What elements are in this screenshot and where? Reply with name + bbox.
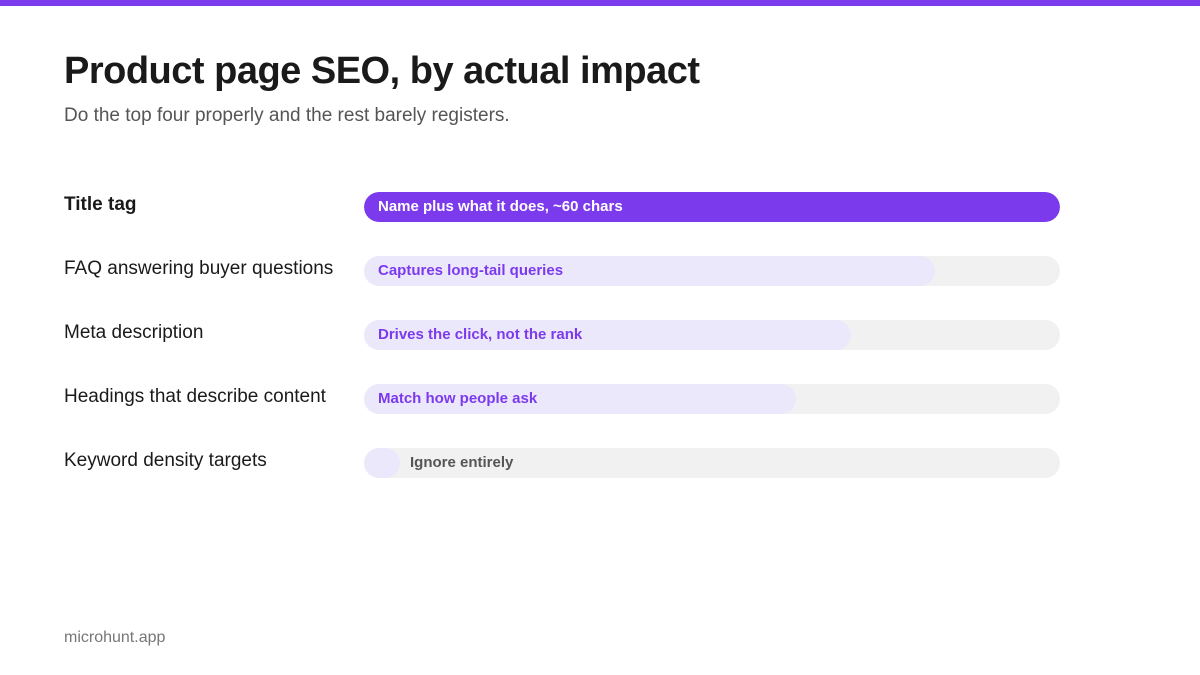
bar [364,256,935,286]
bar-annotation: Match how people ask [378,390,538,407]
bar-annotation: Name plus what it does, ~60 chars [378,198,623,215]
bar-annotation: Captures long-tail queries [378,262,564,279]
bar-annotation: Ignore entirely [410,454,514,471]
category-label: Keyword density targets [64,450,267,471]
bar [364,320,851,350]
footer-site-name: microhunt.app [64,629,166,646]
bar-track: Name plus what it does, ~60 chars [364,192,1060,222]
category-label: Title tag [64,194,137,215]
bar [364,192,1060,222]
chart-row: Keyword density targets Ignore entirely [64,448,1060,478]
bar-annotation: Drives the click, not the rank [378,326,583,343]
bar-track: Captures long-tail queries [364,256,1060,286]
chart-row: Title tag Name plus what it does, ~60 cha… [64,192,1060,222]
chart-row: Meta description Drives the click, not th… [64,320,1060,350]
impact-bar-chart: Title tag Name plus what it does, ~60 cha… [64,192,1060,492]
chart-row: Headings that describe content Match how … [64,384,1060,414]
bar-track: Match how people ask [364,384,1060,414]
bar-track: Drives the click, not the rank [364,320,1060,350]
chart-row: FAQ answering buyer questions Captures lo… [64,256,1060,286]
top-accent-bar [0,0,1200,6]
page-title: Product page SEO, by actual impact [64,50,700,92]
category-label: Meta description [64,322,204,343]
page-subtitle: Do the top four properly and the rest ba… [64,105,510,126]
category-label: FAQ answering buyer questions [64,258,334,279]
category-label: Headings that describe content [64,386,326,407]
bar [364,448,400,478]
bar-track: Ignore entirely [364,448,1060,478]
bar [364,384,796,414]
